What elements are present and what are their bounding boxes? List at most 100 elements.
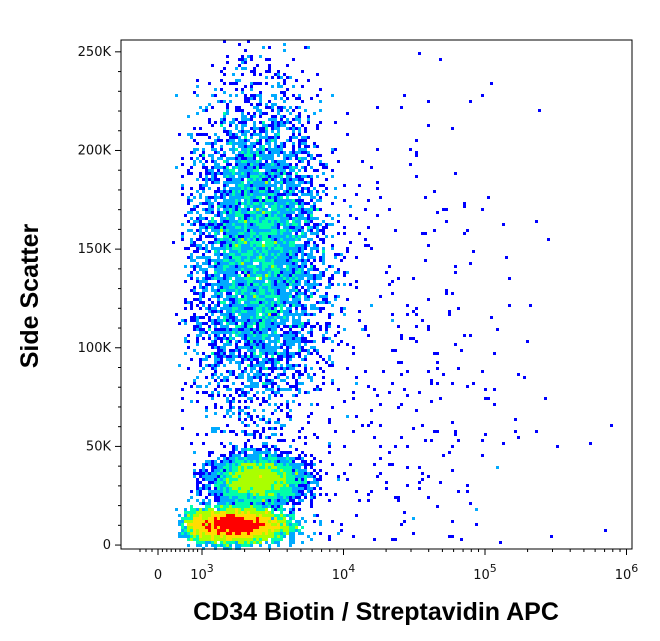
event-cell [280, 367, 283, 370]
event-cell [205, 313, 208, 316]
event-cell [265, 469, 268, 472]
event-cell [214, 487, 217, 490]
event-cell [253, 289, 256, 292]
event-cell [295, 163, 298, 166]
event-cell [274, 304, 277, 307]
event-cell [427, 370, 430, 373]
event-cell [211, 544, 214, 547]
event-cell [265, 160, 268, 163]
event-cell [280, 199, 283, 202]
event-cell [253, 235, 256, 238]
event-cell [301, 256, 304, 259]
event-cell [310, 265, 313, 268]
event-cell [283, 202, 286, 205]
event-cell [319, 259, 322, 262]
event-cell [283, 304, 286, 307]
event-cell [184, 340, 187, 343]
event-cell [298, 247, 301, 250]
event-cell [211, 526, 214, 529]
event-cell [211, 538, 214, 541]
event-cell [235, 331, 238, 334]
event-cell [205, 133, 208, 136]
event-cell [343, 445, 346, 448]
event-cell [187, 274, 190, 277]
event-cell [226, 130, 229, 133]
event-cell [220, 220, 223, 223]
event-cell [235, 295, 238, 298]
event-cell [280, 472, 283, 475]
event-cell [316, 388, 319, 391]
event-cell [232, 142, 235, 145]
event-cell [295, 166, 298, 169]
event-cell [259, 469, 262, 472]
event-cell [274, 145, 277, 148]
event-cell [259, 373, 262, 376]
event-cell [289, 307, 292, 310]
event-cell [304, 475, 307, 478]
event-cell [376, 475, 379, 478]
event-cell [220, 523, 223, 526]
event-cell [289, 277, 292, 280]
event-cell [277, 211, 280, 214]
event-cell [328, 316, 331, 319]
event-cell [472, 382, 475, 385]
event-cell [244, 211, 247, 214]
event-cell [205, 511, 208, 514]
event-cell [214, 481, 217, 484]
event-cell [268, 379, 271, 382]
event-cell [241, 361, 244, 364]
event-cell [238, 544, 241, 547]
event-cell [202, 511, 205, 514]
event-cell [310, 193, 313, 196]
event-cell [190, 520, 193, 523]
event-cell [292, 229, 295, 232]
event-cell [268, 145, 271, 148]
event-cell [298, 493, 301, 496]
event-cell [205, 364, 208, 367]
event-cell [268, 106, 271, 109]
event-cell [238, 412, 241, 415]
event-cell [259, 520, 262, 523]
event-cell [226, 478, 229, 481]
event-cell [271, 499, 274, 502]
event-cell [304, 310, 307, 313]
event-cell [289, 154, 292, 157]
event-cell [226, 244, 229, 247]
y-tick-label-3: 150K [78, 242, 112, 257]
event-cell [268, 427, 271, 430]
event-cell [292, 304, 295, 307]
event-cell [259, 151, 262, 154]
event-cell [289, 310, 292, 313]
event-cell [229, 259, 232, 262]
event-cell [460, 538, 463, 541]
event-cell [265, 172, 268, 175]
event-cell [268, 463, 271, 466]
event-cell [256, 490, 259, 493]
event-cell [307, 121, 310, 124]
event-cell [202, 280, 205, 283]
event-cell [301, 484, 304, 487]
event-cell [298, 121, 301, 124]
event-cell [262, 175, 265, 178]
event-cell [286, 247, 289, 250]
event-cell [307, 475, 310, 478]
event-cell [301, 148, 304, 151]
event-cell [241, 220, 244, 223]
event-cell [310, 268, 313, 271]
event-cell [274, 352, 277, 355]
event-cell [229, 136, 232, 139]
event-cell [241, 214, 244, 217]
event-cell [259, 481, 262, 484]
event-cell [253, 502, 256, 505]
event-cell [304, 325, 307, 328]
event-cell [214, 364, 217, 367]
event-cell [220, 79, 223, 82]
event-cell [217, 259, 220, 262]
event-cell [232, 241, 235, 244]
event-cell [322, 172, 325, 175]
event-cell [253, 217, 256, 220]
event-cell [415, 307, 418, 310]
event-cell [238, 64, 241, 67]
event-cell [217, 304, 220, 307]
event-cell [292, 385, 295, 388]
